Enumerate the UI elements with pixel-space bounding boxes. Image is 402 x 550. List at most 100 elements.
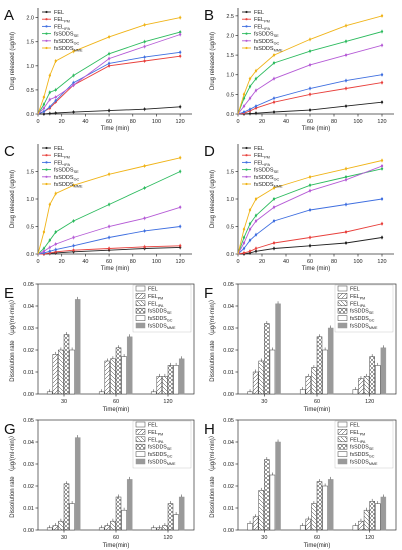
legend-marker — [45, 182, 48, 186]
legend-marker — [245, 182, 248, 186]
line-panel-C: C 0 20 40 60 80 100 120 0.0 0.5 1.0 1.5 Time (min) Dr… — [4, 143, 192, 272]
series-line — [37, 17, 181, 115]
x-tick-label: 120 — [365, 535, 374, 541]
legend-label: fsSDDSGC — [54, 39, 80, 46]
bar — [98, 527, 105, 531]
y-tick-label: 0.05 — [223, 418, 234, 424]
bar — [167, 503, 174, 531]
series-line — [237, 168, 383, 255]
legend-label: FELPM — [148, 430, 163, 437]
bar — [352, 525, 359, 531]
bar — [264, 459, 270, 531]
x-tick-label: 30 — [61, 535, 67, 541]
legend-swatch — [135, 300, 146, 307]
panel-letter: F — [204, 285, 213, 302]
x-tick-label: 30 — [61, 399, 67, 405]
legend-marker — [45, 18, 48, 21]
x-tick-label: 120 — [163, 399, 172, 405]
x-tick-label: 0 — [236, 119, 239, 125]
bar — [58, 520, 64, 531]
y-tick-label: 0.05 — [23, 418, 34, 424]
y-tick-label: 0.03 — [23, 462, 34, 468]
series-line — [37, 31, 181, 115]
bar — [269, 474, 276, 531]
legend-swatch — [135, 443, 146, 450]
legend-label: fsSDDSGC — [254, 39, 280, 46]
bar — [247, 391, 253, 395]
legend-marker — [245, 146, 248, 150]
y-tick-label: 2.0 — [26, 16, 34, 22]
legend-label: fsSDDSMME — [254, 46, 283, 53]
y-tick-label: 0.5 — [26, 88, 34, 94]
x-tick-label: 60 — [106, 119, 112, 125]
bar-panel-F: F 0.00 0.01 0.02 0.03 0.04 0.05 30 60 120 Time(min… — [204, 282, 397, 413]
legend-marker — [245, 46, 248, 50]
x-tick-label: 60 — [113, 399, 119, 405]
legend-label: FEL — [350, 287, 360, 293]
y-axis-label: Dissolution rate （μg/(ml·min)） — [9, 296, 16, 381]
bar — [110, 358, 116, 395]
y-tick-label: 1.5 — [26, 170, 34, 176]
legend-label: fsSDDSMME — [350, 460, 378, 467]
bar — [322, 485, 328, 531]
bar — [311, 503, 317, 531]
bar — [352, 389, 359, 395]
legend-marker — [245, 154, 248, 157]
legend-marker — [245, 39, 248, 42]
y-tick-label: 1.0 — [226, 73, 234, 79]
y-tick-label: 0.05 — [23, 282, 34, 288]
legend-swatch — [135, 293, 146, 299]
x-tick-label: 60 — [314, 399, 320, 405]
legend-marker — [245, 18, 248, 21]
y-tick-label: 1.5 — [26, 40, 34, 46]
x-tick-label: 120 — [377, 259, 386, 265]
legend-label: fsSDDSMME — [148, 324, 176, 331]
legend-label: FELPM — [254, 153, 270, 160]
legend-label: fsSDDSGC — [350, 316, 375, 323]
legend-label: FELIPA — [350, 301, 366, 308]
series-line — [237, 31, 383, 115]
legend-label: fsSDDSMME — [54, 46, 83, 53]
bar — [69, 349, 75, 395]
x-tick-label: 120 — [163, 535, 172, 541]
bar — [52, 354, 59, 395]
series-line — [37, 157, 181, 255]
legend-label: FELIPA — [254, 24, 270, 31]
legend-label: fsSDDSSE — [350, 309, 374, 316]
legend-label: fsSDDSSE — [54, 32, 79, 39]
y-tick-label: 0.03 — [223, 326, 234, 332]
y-tick-label: 0.5 — [26, 225, 34, 231]
bar — [46, 391, 53, 395]
bar — [327, 479, 334, 531]
panel-letter: G — [4, 421, 16, 438]
x-axis-label: Time(min) — [103, 543, 130, 549]
x-tick-label: 0 — [36, 259, 39, 265]
bar-panel-G: G 0.00 0.01 0.02 0.03 0.04 0.05 30 60 120 Time(min… — [4, 418, 195, 549]
legend-swatch — [337, 293, 348, 299]
bar — [269, 349, 276, 395]
legend-label: FELIPA — [54, 24, 70, 31]
series-line — [237, 160, 383, 255]
legend-marker — [245, 32, 248, 35]
y-tick-label: 0.01 — [223, 370, 234, 376]
y-axis-label: Drug released (ug/ml) — [210, 170, 216, 228]
y-tick-label: 0.0 — [26, 252, 34, 258]
y-tick-label: 0.02 — [223, 348, 234, 354]
x-tick-label: 100 — [152, 119, 161, 125]
x-axis-label: Time (min) — [101, 266, 129, 272]
bar — [167, 365, 174, 395]
panel-letter: B — [204, 7, 214, 24]
series-line — [237, 165, 383, 255]
bar — [275, 441, 281, 531]
x-tick-label: 40 — [283, 119, 289, 125]
legend-marker — [245, 25, 248, 28]
y-axis-label: Drug released (ug/ml) — [210, 32, 216, 90]
y-tick-label: 2.0 — [226, 33, 234, 39]
y-tick-label: 0.02 — [23, 484, 34, 490]
bar — [369, 356, 375, 395]
legend-label: fsSDDSSE — [254, 32, 279, 39]
y-tick-label: 1.0 — [226, 197, 234, 203]
bar — [115, 347, 122, 395]
bar — [258, 360, 264, 395]
